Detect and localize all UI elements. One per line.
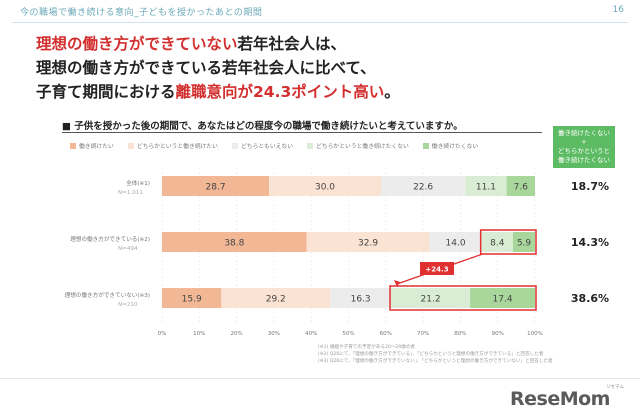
annotation-text: +24.3 [425, 266, 448, 274]
bar-value-r2-s3: 21.2 [421, 295, 441, 305]
headline-pre-3: 子育て期間における [36, 83, 176, 101]
survey-question: ■ 子供を授かった後の期間で、あなたはどの程度今の職場で働き続けたいと考えていま… [62, 121, 463, 132]
footnote-2: (※2) Q26にて、「理想の働き方ができている」、「どちらかというと理想の働き… [318, 352, 544, 357]
badge-line-2: + [581, 138, 587, 146]
bar-value-r1-s1: 32.9 [358, 239, 378, 249]
bar-value-r0-s4: 7.6 [514, 183, 529, 193]
logo-text: ReseMom [510, 388, 610, 410]
bar-r2-s1 [221, 288, 331, 308]
right-column-badge: 働き続けたくない + どちらかというと 働き続けたくない [553, 126, 615, 168]
legend-item-2: どちらともいえない [231, 141, 294, 150]
legend-item-0: 働き続けたい [70, 141, 114, 150]
bar-r0-s2 [380, 176, 466, 196]
legend-swatch-1 [127, 142, 134, 149]
row-label-1: 理想の働き方ができている(※2) [70, 235, 150, 243]
bar-r2-s2 [330, 288, 392, 308]
page-number: 16 [612, 5, 624, 15]
legend-label-4: 働き続けたくない [431, 144, 479, 150]
x-tick-label-3: 30% [268, 331, 280, 337]
footer-divider [0, 378, 640, 379]
bar-r2-s3 [391, 288, 471, 308]
badge-line-3: どちらかというと [558, 147, 610, 155]
bar-r0-s3 [465, 176, 507, 196]
legend-swatch-2 [231, 142, 238, 149]
bar-value-r0-s0: 28.7 [206, 183, 226, 193]
right-pct-row-2: 38.6% [570, 292, 610, 305]
bar-r1-s3 [481, 232, 513, 252]
bar-value-r0-s2: 22.6 [413, 183, 433, 193]
x-tick-label-9: 90% [492, 331, 504, 337]
footnote-1: (※1) 婚姻や子育ての予定がある20～29歳の者 [318, 345, 416, 350]
bar-value-r1-s2: 14.0 [446, 239, 466, 249]
footnote-3: (※3) Q26にて、「理想の働き方ができていない」、「どちらかというと理想の働… [318, 359, 553, 364]
legend-label-0: 働き続けたい [79, 144, 114, 150]
x-tick-label-6: 60% [380, 331, 392, 337]
headline-line-3: 子育て期間における離職意向が24.3ポイント高い。 [36, 80, 400, 104]
header-divider [12, 22, 628, 23]
bar-value-r1-s0: 38.8 [224, 239, 244, 249]
x-tick-label-2: 20% [230, 331, 242, 337]
x-tick-label-0: 0% [158, 331, 167, 337]
legend-swatch-4 [422, 142, 429, 149]
annotation-arrow-head [394, 280, 401, 287]
headline-red-3: 離職意向が24.3ポイント高い [175, 83, 385, 101]
legend-item-1: どちらかというと働き続けたい [127, 141, 218, 150]
bar-r2-s0 [162, 288, 222, 308]
bar-value-r1-s3: 8.4 [490, 239, 505, 249]
bar-r1-s2 [429, 232, 482, 252]
row-n-2: N=210 [118, 302, 138, 308]
headline-red-1: 理想の働き方ができていない [36, 35, 238, 53]
headline-line-1: 理想の働き方ができていない若年社会人は、 [36, 32, 346, 56]
headline-line-2: 理想の働き方ができている若年社会人に比べて、 [36, 59, 376, 77]
legend-label-2: どちらともいえない [240, 144, 294, 150]
row-label-0: 全体(※1) [126, 179, 150, 187]
logo-small-text: リセマム [606, 385, 624, 390]
bar-r1-s4 [512, 232, 535, 252]
question-underline [62, 132, 542, 133]
annotation-badge [420, 262, 454, 275]
chart-legend: 働き続けたい どちらかというと働き続けたい どちらともいえない どちらかというと働き続… [70, 141, 478, 150]
header-bar: 今の職場で働き続ける意向_子どもを授かったあとの期間 16 [0, 0, 640, 22]
bar-value-r2-s1: 29.2 [266, 295, 286, 305]
legend-label-3: どちらかというと働き続けたくない [316, 144, 409, 150]
bar-r0-s1 [269, 176, 381, 196]
resemom-logo: リセマム ReseMom [510, 384, 630, 414]
x-tick-label-8: 80% [454, 331, 466, 337]
legend-swatch-3 [307, 142, 314, 149]
legend-label-1: どちらかというと働き続けたい [136, 144, 218, 150]
headline-rest-1: 若年社会人は、 [237, 35, 347, 53]
row-n-0: N=1,011 [118, 190, 143, 196]
row-label-2: 理想の働き方ができていない(※3) [65, 291, 150, 299]
bar-value-r1-s4: 5.9 [517, 239, 532, 249]
bar-r2-s4 [470, 288, 535, 308]
x-tick-label-1: 10% [193, 331, 205, 337]
right-pct-row-1: 14.3% [570, 236, 610, 249]
bar-value-r2-s0: 15.9 [182, 295, 202, 305]
legend-swatch-0 [70, 142, 76, 149]
x-tick-label-5: 50% [342, 331, 354, 337]
bar-value-r2-s4: 17.4 [493, 295, 513, 305]
x-tick-label-10: 100% [527, 331, 543, 337]
legend-item-3: どちらかというと働き続けたくない [307, 141, 409, 150]
footnotes: (※1) 婚姻や子育ての予定がある20～29歳の者 (※2) Q26にて、「理想… [318, 344, 553, 365]
highlight-box-row-1 [479, 229, 537, 255]
legend-item-4: 働き続けたくない [422, 141, 479, 150]
x-tick-label-7: 70% [417, 331, 429, 337]
section-title: 今の職場で働き続ける意向_子どもを授かったあとの期間 [20, 8, 263, 18]
bar-value-r2-s2: 16.3 [351, 295, 371, 305]
bar-r1-s1 [306, 232, 430, 252]
badge-line-4: 働き続けたくない [558, 156, 610, 164]
highlight-box-row-2 [389, 285, 537, 311]
headline-post-3: 。 [384, 83, 400, 101]
bar-r1-s0 [162, 232, 307, 252]
bar-value-r0-s3: 11.1 [476, 183, 496, 193]
x-tick-label-4: 40% [305, 331, 317, 337]
bar-r0-s0 [162, 176, 270, 196]
row-n-1: N=494 [118, 246, 138, 252]
bar-value-r0-s1: 30.0 [315, 183, 335, 193]
bar-r0-s4 [506, 176, 535, 196]
badge-line-1: 働き続けたくない [558, 129, 610, 137]
right-pct-row-0: 18.7% [570, 180, 610, 193]
